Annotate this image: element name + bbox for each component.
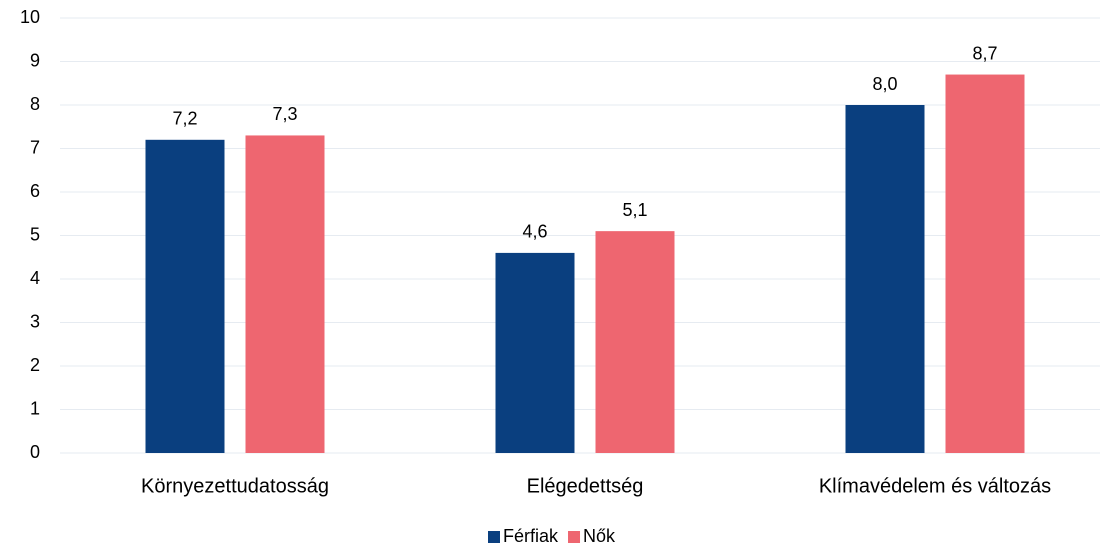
- bar: [245, 135, 325, 453]
- bar: [145, 139, 225, 454]
- bar: [595, 231, 675, 453]
- legend-swatch: [568, 531, 581, 543]
- y-tick-label: 8: [30, 94, 40, 114]
- y-tick-label: 7: [30, 137, 40, 157]
- bar: [495, 252, 575, 453]
- legend-label: Férfiak: [503, 526, 559, 545]
- value-label: 8,7: [972, 43, 997, 63]
- y-tick-label: 1: [30, 398, 40, 418]
- legend-swatch: [488, 531, 500, 543]
- y-tick-label: 10: [20, 7, 40, 27]
- value-label: 5,1: [622, 200, 647, 220]
- x-tick-label: Klímavédelem és változás: [819, 475, 1051, 497]
- y-tick-label: 2: [30, 355, 40, 375]
- y-tick-label: 9: [30, 50, 40, 70]
- value-label: 7,3: [272, 104, 297, 124]
- y-tick-label: 3: [30, 311, 40, 331]
- y-tick-label: 0: [30, 442, 40, 462]
- y-tick-label: 4: [30, 268, 40, 288]
- x-tick-label: Elégedettség: [527, 475, 644, 497]
- legend-label: Nők: [583, 526, 616, 545]
- value-label: 4,6: [522, 222, 547, 242]
- x-tick-label: Környezettudatosság: [141, 475, 329, 497]
- bar: [945, 74, 1025, 454]
- value-label: 8,0: [872, 74, 897, 94]
- y-tick-label: 6: [30, 181, 40, 201]
- value-label: 7,2: [172, 109, 197, 129]
- bar: [845, 105, 925, 453]
- y-tick-label: 5: [30, 224, 40, 244]
